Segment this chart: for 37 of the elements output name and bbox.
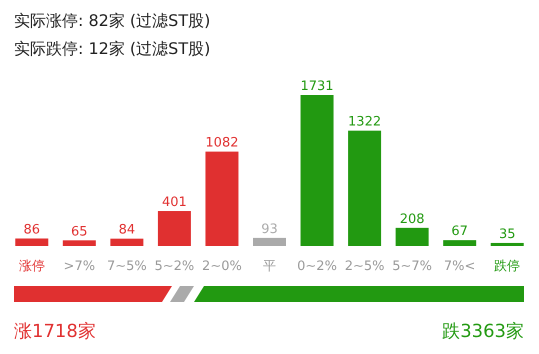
bar: [490, 242, 524, 246]
data-label: 1082: [205, 136, 238, 151]
x-tick-label: >7%: [64, 259, 96, 274]
x-tick-label: 跌停: [494, 259, 520, 274]
data-label: 84: [118, 222, 136, 238]
x-tick-label: 7%<: [444, 259, 476, 274]
bar: [110, 238, 144, 246]
bar: [348, 130, 382, 246]
x-tick-label: 7~5%: [106, 259, 147, 274]
bar: [396, 228, 429, 246]
bar: [205, 152, 238, 246]
text: 跌3363家: [442, 321, 524, 342]
x-tick-label: 2~0%: [202, 259, 242, 274]
data-label: 35: [498, 226, 516, 242]
bar: [443, 240, 476, 246]
data-label: 1322: [348, 114, 382, 130]
x-tick-label: 5~2%: [154, 259, 194, 274]
x-tick-label: 0~2%: [297, 259, 337, 274]
data-label: 401: [162, 195, 187, 210]
chart-subtitle: 实际跌停: 12家 (过滤ST股): [14, 39, 210, 58]
data-label: 1731: [300, 79, 334, 94]
x-tick-label: 2~5%: [344, 259, 384, 274]
bar: [15, 238, 48, 246]
data-label: 67: [451, 224, 468, 240]
data-label: 86: [24, 222, 40, 238]
x-tick-label: 涨停: [18, 259, 45, 274]
bar: [62, 240, 96, 246]
text: 涨1718家: [14, 321, 96, 342]
chart-title: 实际涨停: 82家 (过滤ST股): [14, 11, 210, 30]
x-tick-label: 5~7%: [392, 259, 432, 274]
bar: [300, 95, 334, 246]
data-label: 65: [71, 224, 88, 240]
x-tick-label: 平: [263, 259, 276, 274]
bar: [158, 211, 191, 246]
data-label: 208: [400, 212, 425, 227]
bar: [253, 238, 286, 246]
data-label: 93: [261, 222, 278, 237]
